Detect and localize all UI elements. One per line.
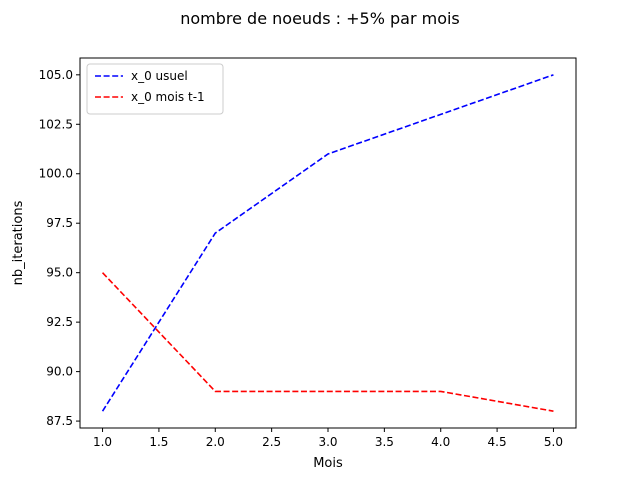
x-axis-label: Mois: [313, 456, 343, 471]
x-tick-label: 4.0: [431, 435, 450, 449]
x-axis-ticks: 1.0 1.5 2.0 2.5 3.0 3.5 4.0 4.5 5.0: [93, 428, 563, 449]
y-axis-ticks: 87.5 90.0 92.5 95.0 97.5 100.0 102.5 105.0: [39, 68, 80, 428]
series-line-1: [101, 74, 554, 412]
y-tick-label: 100.0: [39, 167, 73, 181]
y-tick-label: 102.5: [39, 117, 73, 131]
y-tick-label: 90.0: [46, 365, 73, 379]
x-tick-label: 3.0: [318, 435, 337, 449]
y-tick-label: 95.0: [46, 266, 73, 280]
y-tick-label: 87.5: [46, 414, 73, 428]
y-tick-label: 97.5: [46, 216, 73, 230]
x-tick-label: 2.5: [262, 435, 281, 449]
legend-label: x_0 usuel: [131, 69, 188, 83]
y-axis-label: nb_iterations: [11, 200, 26, 285]
legend: x_0 usuel x_0 mois t-1: [86, 63, 224, 115]
x-tick-label: 1.5: [149, 435, 168, 449]
legend-label: x_0 mois t-1: [131, 90, 205, 104]
x-tick-label: 2.0: [206, 435, 225, 449]
y-tick-label: 105.0: [39, 68, 73, 82]
x-tick-label: 4.5: [488, 435, 507, 449]
x-tick-label: 1.0: [93, 435, 112, 449]
x-tick-label: 3.5: [375, 435, 394, 449]
x-tick-label: 5.0: [544, 435, 563, 449]
series-layer: [101, 74, 554, 412]
y-tick-label: 92.5: [46, 315, 73, 329]
chart-title: nombre de noeuds : +5% par mois: [180, 9, 460, 28]
series-line-2: [101, 272, 554, 412]
